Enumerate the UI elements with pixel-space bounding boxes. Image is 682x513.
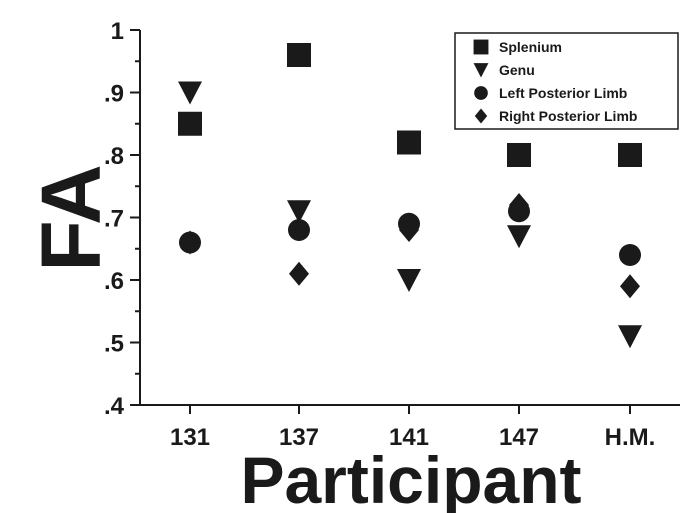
left-posterior-limb-point <box>288 219 310 241</box>
data-marks <box>178 43 642 349</box>
x-tick-label: H.M. <box>605 424 656 451</box>
legend-swatch-left-posterior-limb <box>474 86 488 100</box>
y-tick-label: .4 <box>104 393 125 420</box>
genu-point <box>397 269 421 292</box>
series-right-posterior-limb <box>180 193 640 299</box>
series-genu <box>178 81 642 349</box>
legend-marker-left-posterior-limb <box>474 86 488 100</box>
splenium-point <box>178 111 202 136</box>
legend-box <box>454 32 679 130</box>
x-axis-title: Participant <box>240 443 581 513</box>
y-axis-title: FA <box>24 164 118 271</box>
legend-label-right-posterior-limb: Right Posterior Limb <box>499 108 637 124</box>
x-tick-label: 131 <box>170 424 210 451</box>
splenium-point <box>507 143 531 167</box>
genu-point <box>287 200 311 224</box>
legend-marker-splenium <box>473 39 489 55</box>
y-tick-label: .5 <box>104 331 124 358</box>
series-splenium <box>178 43 642 167</box>
right-posterior-limb-point <box>620 274 640 299</box>
legend-swatch-genu <box>473 63 489 78</box>
genu-point <box>178 81 202 105</box>
y-tick-label: .9 <box>104 81 124 108</box>
x-tick-label: 147 <box>499 424 539 451</box>
y-tick-label: .7 <box>104 206 124 233</box>
genu-point <box>507 225 531 249</box>
right-posterior-limb-point <box>399 218 419 242</box>
x-tick-label: 137 <box>279 424 319 451</box>
x-ticks: 131 137 141 147 H.M. <box>170 405 655 451</box>
right-posterior-limb-point <box>509 193 529 217</box>
right-posterior-limb-point <box>180 230 200 255</box>
legend-marker-genu <box>473 63 489 78</box>
splenium-point <box>618 143 642 167</box>
splenium-point <box>287 43 311 67</box>
legend: Splenium Genu Left Posterior Limb Right Pos… <box>454 32 679 130</box>
y-tick-label: 1 <box>111 18 124 45</box>
splenium-point <box>397 130 421 155</box>
x-tick-label: 141 <box>389 424 429 451</box>
legend-swatch-right-posterior-limb <box>474 108 488 124</box>
legend-marker-right-posterior-limb <box>474 108 488 124</box>
right-posterior-limb-point <box>289 261 309 286</box>
legend-label-splenium: Splenium <box>499 39 562 55</box>
left-posterior-limb-point <box>619 244 641 266</box>
y-ticks: .4 .5 .6 .7 .8 .9 1 <box>104 18 140 420</box>
legend-swatch-splenium <box>473 39 489 55</box>
y-tick-label: .8 <box>104 143 124 170</box>
y-tick-label: .6 <box>104 268 124 295</box>
legend-label-left-posterior-limb: Left Posterior Limb <box>499 85 627 101</box>
legend-label-genu: Genu <box>499 62 535 78</box>
genu-point <box>618 325 642 349</box>
